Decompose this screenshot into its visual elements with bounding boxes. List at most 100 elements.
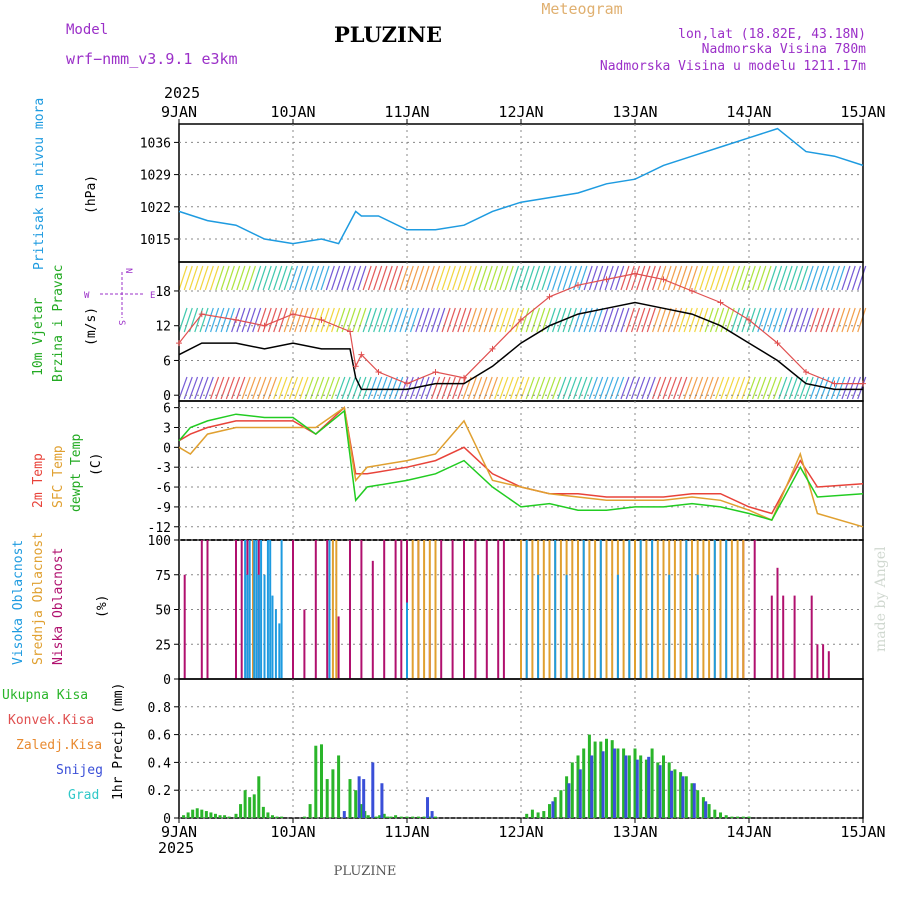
- wind-series-wind-speed: [178, 301, 863, 391]
- clouds-bar-srednja-oblacnost: [634, 540, 636, 679]
- clouds-bar-niska-oblacnost: [776, 567, 779, 679]
- clouds-bar-srednja-oblacnost: [577, 540, 579, 679]
- precip-bar-snijeg: [692, 783, 696, 818]
- precip-bar-snijeg: [669, 770, 673, 818]
- temp-ylabel: (C): [89, 453, 104, 476]
- x-tick-label: 10JAN: [270, 103, 315, 121]
- temperature-ytick-label: -6: [155, 481, 171, 496]
- clouds-bar-visoka-oblacnost: [668, 574, 671, 679]
- precip-snow-title: Snijeg: [56, 763, 103, 778]
- gust-marker: [198, 311, 205, 318]
- clouds-bar-srednja-oblacnost: [673, 540, 676, 679]
- precip-conv-title: Konvek.Kisa: [8, 713, 94, 728]
- precip-bar-ukupna-kisa: [359, 804, 363, 818]
- precip-bar-ukupna-kisa: [275, 816, 279, 818]
- precip-bar-snijeg: [612, 748, 616, 818]
- clouds-bar-visoka-oblacnost: [406, 602, 408, 679]
- precip-bar-ukupna-kisa: [422, 816, 426, 818]
- clouds-bar-visoka-oblacnost: [651, 540, 654, 679]
- precip-bar-ukupna-kisa: [622, 748, 626, 818]
- gust-marker: [746, 316, 752, 323]
- clouds-bar-visoka-oblacnost: [565, 574, 568, 679]
- clouds-bar-niska-oblacnost: [292, 540, 294, 679]
- precip-panel: 0 0.2 0.4 0.6 0.8: [148, 678, 864, 827]
- x-axis-bottom: 9JAN 10JAN 11JAN 12JAN 13JAN 14JAN 15JAN: [161, 818, 886, 841]
- model-elevation-text: Nadmorska Visina u modelu 1211.17m: [600, 59, 866, 74]
- precip-bar-ukupna-kisa: [673, 769, 677, 818]
- x-tick-label: 15JAN: [840, 823, 885, 841]
- pressure-ylabel: (hPa): [84, 175, 99, 214]
- precip-bar-snijeg: [362, 779, 366, 818]
- clouds-bar-visoka-oblacnost: [713, 540, 716, 679]
- precip-bar-ukupna-kisa: [200, 809, 204, 818]
- clouds-bar-niska-oblacnost: [770, 595, 773, 679]
- precip-bar-snijeg: [601, 751, 605, 818]
- wind-title-2: Brzina i Pravac: [51, 265, 66, 382]
- precip-bar-ukupna-kisa: [530, 809, 534, 818]
- precip-bar-ukupna-kisa: [548, 804, 551, 818]
- clouds-bar-visoka-oblacnost: [271, 595, 274, 679]
- clouds-bar-niska-oblacnost: [782, 595, 785, 679]
- clouds-bar-srednja-oblacnost: [662, 540, 665, 679]
- clouds-bar-visoka-oblacnost: [599, 540, 602, 679]
- clouds-bar-niska-oblacnost: [206, 540, 209, 679]
- clouds-bar-srednja-oblacnost: [719, 540, 722, 679]
- precip-bar-ukupna-kisa: [239, 804, 243, 818]
- precip-bar-ukupna-kisa: [218, 815, 222, 818]
- compass-north: N: [123, 268, 133, 273]
- precip-ytick-label: 0.6: [148, 729, 171, 744]
- x-tick-label: 14JAN: [726, 823, 771, 841]
- clouds-bar-niska-oblacnost: [400, 540, 403, 679]
- clouds-bar-visoka-oblacnost: [639, 540, 642, 679]
- x-tick-label: 12JAN: [498, 103, 543, 121]
- clouds-bar-niska-oblacnost: [200, 540, 203, 679]
- clouds-bar-srednja-oblacnost: [742, 540, 745, 679]
- clouds-bar-niska-oblacnost: [793, 595, 796, 679]
- precip-bar-snijeg: [371, 762, 375, 818]
- precip-bar-ukupna-kisa: [191, 809, 195, 818]
- x-tick-label: 9JAN: [161, 823, 197, 841]
- temperature-series-dewpt-temp: [178, 409, 864, 521]
- precip-bar-ukupna-kisa: [667, 762, 671, 818]
- pressure-title: Pritisak na nivou mora: [32, 98, 47, 270]
- clouds-bar-niska-oblacnost: [326, 540, 329, 679]
- wind-ytick-label: 18: [155, 285, 171, 300]
- x-tick-label: 13JAN: [612, 103, 657, 121]
- precip-bar-snijeg: [590, 755, 594, 818]
- x-tick-label: 14JAN: [726, 103, 771, 121]
- pressure-ytick-label: 1015: [140, 233, 171, 248]
- x-tick-label: 11JAN: [384, 103, 429, 121]
- clouds-bar-visoka-oblacnost: [328, 540, 331, 679]
- temp-panel-titles: 2m Temp SFC Temp dewpt Temp (C): [31, 434, 104, 512]
- precip-bar-ukupna-kisa: [394, 815, 398, 818]
- temperature-ytick-label: 6: [163, 402, 171, 417]
- precip-bar-ukupna-kisa: [348, 779, 352, 818]
- wind-ylabel: (m/s): [84, 307, 99, 346]
- clouds-bar-srednja-oblacnost: [594, 540, 597, 679]
- clouds-bar-visoka-oblacnost: [263, 574, 266, 679]
- precip-frozen-title: Zaledj.Kisa: [16, 738, 102, 753]
- precip-bar-ukupna-kisa: [261, 806, 265, 818]
- gust-marker: [489, 345, 496, 352]
- clouds-bar-niska-oblacnost: [451, 540, 454, 679]
- precip-bar-ukupna-kisa: [741, 816, 745, 818]
- cloud-mid-title: Srednja Oblacnost: [31, 532, 46, 665]
- precip-bar-ukupna-kisa: [559, 790, 563, 818]
- clouds-bar-srednja-oblacnost: [691, 540, 693, 679]
- meteogram-label: Meteogram: [541, 0, 622, 18]
- precip-bar-ukupna-kisa: [434, 816, 437, 818]
- gust-marker: [546, 293, 553, 300]
- precip-bar-ukupna-kisa: [736, 816, 740, 818]
- gust-marker: [375, 369, 382, 376]
- precip-bar-ukupna-kisa: [536, 812, 540, 818]
- wind-panel-titles: 10m Vjetar Brzina i Pravac (m/s) W E N S: [31, 265, 155, 382]
- clouds-bar-niska-oblacnost: [235, 540, 237, 679]
- precip-bar-ukupna-kisa: [382, 813, 386, 818]
- clouds-bar-srednja-oblacnost: [656, 540, 659, 679]
- clouds-bar-visoka-oblacnost: [266, 540, 269, 679]
- clouds-bar-niska-oblacnost: [810, 595, 813, 679]
- clouds-bar-srednja-oblacnost: [335, 540, 338, 679]
- pressure-panel: 1015 1022 1029 1036: [140, 123, 864, 263]
- precip-bar-ukupna-kisa: [656, 762, 660, 818]
